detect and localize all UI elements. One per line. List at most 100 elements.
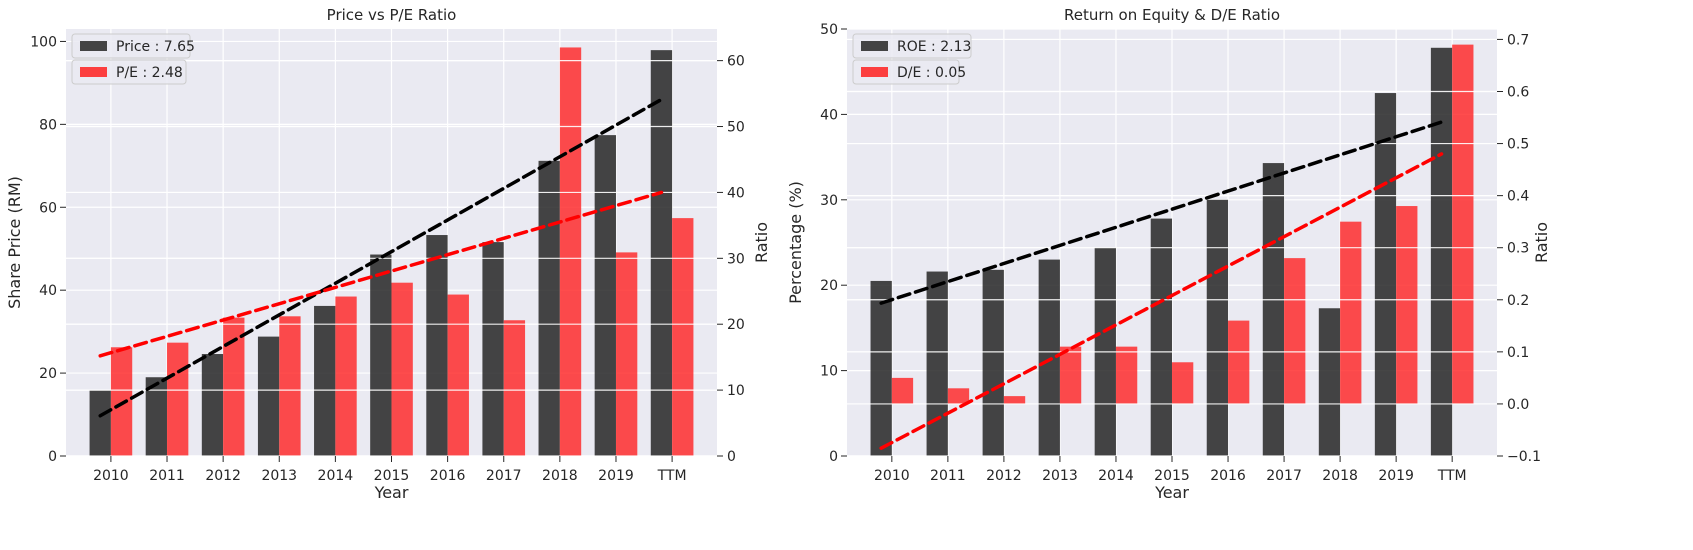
x-axis-label: Year [1154, 483, 1189, 502]
trend-line [879, 120, 1444, 305]
bar-right-series [1003, 396, 1026, 404]
x-tick-label: 2017 [486, 468, 522, 484]
legend-label-1: Price : 7.65 [116, 39, 195, 55]
x-tick-label: 2015 [374, 468, 410, 484]
y-right-tick-label: 0.2 [1507, 293, 1529, 309]
y-tick-label: 20 [39, 366, 57, 382]
bar-left-series [870, 280, 892, 456]
bar-right-series [447, 294, 469, 456]
legend-label-2: D/E : 0.05 [897, 65, 966, 81]
y-right-tick-label: 0.0 [1507, 397, 1529, 413]
y-right-tick-label: 20 [727, 317, 745, 333]
bar-right-series [1228, 320, 1250, 404]
trend-lines [879, 120, 1444, 450]
x-tick-label: 2011 [149, 468, 185, 484]
bar-series [66, 47, 717, 457]
y-right-tick-label: 50 [727, 120, 745, 136]
y-right-tick-label: 0.4 [1507, 189, 1529, 205]
y-right-tick-label: 0.5 [1507, 137, 1529, 153]
legend-box-2 [71, 59, 187, 85]
bar-right-series [1396, 206, 1418, 404]
x-tick-label: 2012 [205, 468, 241, 484]
y-right-tick-label: 0.1 [1507, 345, 1529, 361]
y-tick-label: 30 [820, 193, 838, 209]
y-right-tick-label: 0.6 [1507, 84, 1529, 100]
bar-left-series [1262, 163, 1285, 456]
y-axis-label: Percentage (%) [786, 181, 805, 304]
y-tick-label: 100 [30, 34, 57, 50]
legend-box-1 [852, 33, 972, 59]
bar-left-series [89, 390, 111, 456]
chart-title: Return on Equity & D/E Ratio [1064, 6, 1280, 24]
x-tick-label: 2016 [430, 468, 466, 484]
bar-right-series [559, 47, 582, 456]
bar-left-series [1318, 308, 1341, 456]
bar-left-series [982, 269, 1004, 456]
bar-right-series [167, 342, 189, 456]
y-tick-label: 40 [39, 283, 57, 299]
bar-right-series [947, 388, 970, 404]
legend-swatch-1 [80, 41, 107, 51]
legend-label-1: ROE : 2.13 [897, 39, 971, 55]
bar-right-series [335, 296, 357, 456]
y-tick-label: 0 [48, 449, 57, 465]
y-right-tick-label: 0.7 [1507, 32, 1529, 48]
legend-swatch-2 [861, 67, 888, 77]
x-tick-label: 2012 [986, 468, 1022, 484]
y-right-tick-label: −0.1 [1507, 449, 1541, 465]
bar-left-series [594, 135, 616, 456]
chart-title: Price vs P/E Ratio [327, 6, 457, 24]
x-tick-label: 2015 [1154, 468, 1190, 484]
y-right-tick-label: 60 [727, 54, 745, 70]
bar-right-series [1115, 346, 1138, 404]
y-tick-label: 10 [820, 364, 838, 380]
y-axis-right-label: Ratio [752, 222, 771, 263]
x-tick-label: 2014 [1098, 468, 1134, 484]
bar-right-series [1059, 346, 1082, 404]
bar-right-series [1172, 362, 1194, 404]
x-tick-label: 2010 [874, 468, 910, 484]
x-tick-label: 2013 [1042, 468, 1078, 484]
trend-line [98, 97, 664, 418]
bar-left-series [1430, 47, 1453, 457]
bar-left-series [201, 354, 224, 456]
x-tick-label: 2011 [930, 468, 966, 484]
bar-right-series [503, 320, 526, 456]
bar-right-series [391, 282, 413, 456]
bar-right-series [1340, 221, 1362, 404]
bar-left-series [482, 242, 504, 456]
y-right-tick-label: 10 [727, 383, 745, 399]
bar-series [847, 38, 1497, 457]
axis-ticks: 0 10 20 30 40 50 −0.1 0.0 0.1 0.2 0.3 0.4 0.5 0.6 0.7 2… [820, 22, 1541, 484]
bar-left-series [1374, 93, 1397, 457]
bar-left-series [1206, 199, 1229, 457]
bar-right-series [1452, 44, 1474, 404]
chart-price-vs-pe: 0 20 40 60 80 100 0 10 20 30 40 50 60 2010 2011 2012 201… [5, 6, 771, 502]
chart-roe-de: 0 10 20 30 40 50 −0.1 0.0 0.1 0.2 0.3 0.4 0.5 0.6 0.7 2… [786, 6, 1551, 502]
x-tick-label: TTM [657, 468, 687, 484]
x-tick-label: 2019 [598, 468, 634, 484]
bar-left-series [257, 336, 280, 456]
bar-left-series [538, 160, 560, 457]
x-tick-label: 2013 [261, 468, 297, 484]
legend: Price : 7.65 P/E : 2.48 [71, 33, 195, 85]
y-tick-label: 20 [820, 278, 838, 294]
y-tick-label: 60 [39, 200, 57, 216]
bar-left-series [426, 235, 448, 456]
y-axis-label: Share Price (RM) [5, 176, 24, 309]
x-tick-label: 2019 [1378, 468, 1414, 484]
bar-left-series [926, 271, 948, 456]
trend-line [879, 152, 1444, 450]
x-tick-label: 2010 [93, 468, 129, 484]
bar-right-series [279, 316, 301, 456]
y-axis-right-label: Ratio [1532, 222, 1551, 263]
x-tick-label: 2018 [1322, 468, 1358, 484]
y-right-tick-label: 40 [727, 185, 745, 201]
y-tick-label: 0 [829, 449, 838, 465]
y-tick-label: 40 [820, 107, 838, 123]
trend-line [98, 190, 664, 358]
legend-box-2 [852, 59, 960, 85]
bar-left-series [314, 305, 336, 456]
bar-left-series [145, 377, 168, 456]
